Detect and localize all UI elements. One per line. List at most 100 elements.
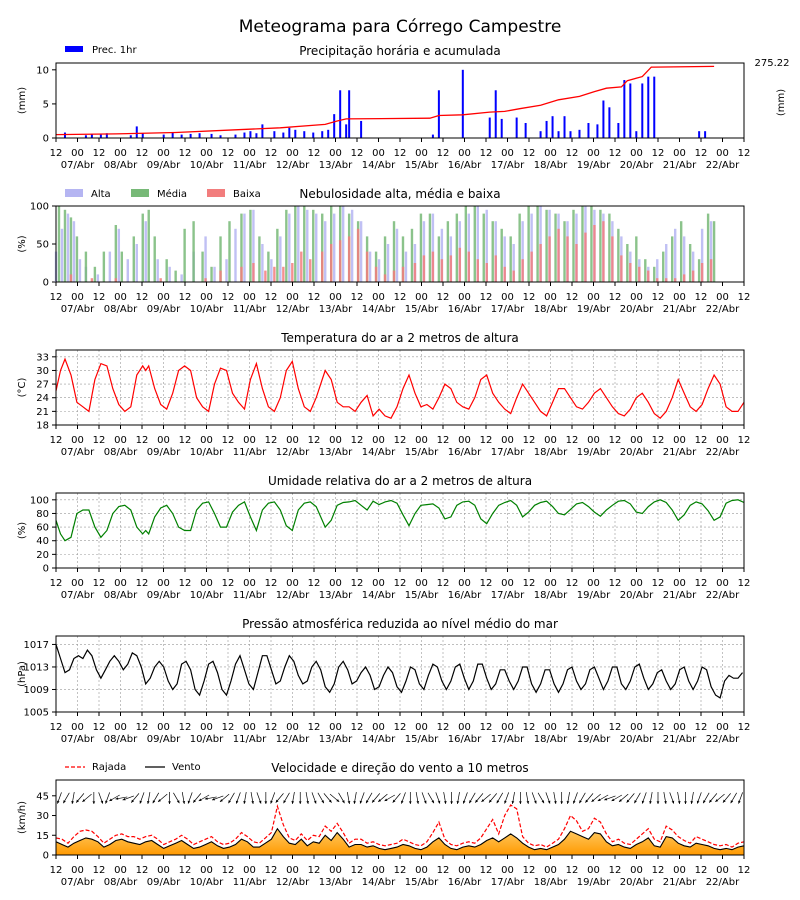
xtick-hour-label: 00 [415, 865, 428, 876]
ytick-label: 33 [36, 352, 49, 363]
wind-arrow-head [152, 800, 156, 804]
xtick-hour-label: 00 [372, 148, 385, 159]
xtick-date-label: 14/Abr [362, 590, 396, 601]
precip-bar [162, 134, 165, 138]
xtick-hour-label: 12 [179, 292, 192, 303]
cloud-bar-mid [84, 251, 88, 282]
xtick-hour-label: 12 [308, 865, 321, 876]
xtick-hour-label: 12 [566, 578, 579, 589]
xtick-date-label: 22/Abr [706, 590, 740, 601]
cloud-bar-high [225, 259, 228, 282]
cloud-bar-low [356, 228, 360, 282]
cloud-bar-high [72, 221, 76, 282]
wind-arrow-head [366, 800, 369, 804]
wind-arrow-head [359, 800, 363, 804]
cloud-bar-high [395, 228, 399, 282]
wind-arrow-head [235, 800, 239, 804]
xtick-hour-label: 00 [673, 578, 686, 589]
xtick-date-label: 21/Abr [663, 160, 697, 171]
cloud-bar-high [288, 213, 291, 282]
precip-bar [488, 117, 491, 138]
xtick-hour-label: 00 [501, 435, 514, 446]
wind-arrow-head [76, 799, 79, 803]
precip-bar [653, 76, 656, 138]
cloud-bar-high [386, 244, 390, 282]
wind-arrow-head [566, 801, 570, 804]
xtick-hour-label: 00 [544, 578, 557, 589]
precip-bar [647, 76, 650, 138]
ytick-label: 40 [36, 536, 49, 547]
precip-bar [333, 114, 336, 138]
wind-arrow-head [57, 800, 60, 804]
panel-title-pressure: Pressão atmosférica reduzida ao nível mé… [242, 617, 558, 631]
panel-title-precip: Precipitação horária e acumulada [299, 44, 501, 58]
xtick-hour-label: 12 [437, 578, 450, 589]
xtick-date-label: 08/Abr [104, 877, 138, 888]
cloud-bar-high [78, 259, 82, 282]
xtick-hour-label: 12 [222, 148, 235, 159]
cloud-bar-high [368, 251, 372, 282]
cloud-bar-high [503, 236, 506, 282]
cloud-bar-mid [321, 213, 324, 282]
xtick-date-label: 12/Abr [276, 447, 310, 458]
precip-bar [461, 69, 464, 138]
precip-bar [90, 133, 93, 138]
wind-arrow-head [182, 801, 186, 804]
xtick-hour-label: 00 [286, 292, 299, 303]
xtick-hour-label: 12 [738, 722, 751, 733]
cloud-bar-low [638, 266, 641, 282]
xtick-hour-label: 00 [673, 435, 686, 446]
xtick-hour-label: 12 [609, 292, 622, 303]
cloud-bar-high [135, 244, 138, 282]
ytick-label: 1009 [24, 685, 49, 696]
cloud-bar-low [548, 236, 551, 282]
ytick-label: 30 [36, 811, 49, 822]
xtick-hour-label: 00 [329, 722, 342, 733]
cloud-bar-mid [201, 251, 204, 282]
xtick-date-label: 17/Abr [491, 447, 525, 458]
xtick-hour-label: 00 [673, 865, 686, 876]
cloud-bar-low [300, 251, 303, 282]
gust-line [55, 804, 745, 848]
precip-bar [578, 129, 581, 138]
xtick-hour-label: 00 [458, 148, 471, 159]
cloud-bar-low [383, 274, 387, 282]
cloud-bar-mid [165, 259, 168, 282]
cloud-bar-low [431, 251, 435, 282]
wind-arrow-head [604, 797, 608, 801]
wind-arrow-head [690, 801, 694, 804]
cloud-bar-mid [482, 213, 485, 282]
xtick-hour-label: 00 [587, 292, 600, 303]
xtick-hour-label: 12 [523, 865, 536, 876]
wind-arrow-head [611, 798, 615, 801]
ytick-label: 45 [36, 791, 49, 802]
wind-arrow-head [353, 801, 357, 804]
wind-arrow-head [547, 800, 551, 804]
xtick-date-label: 13/Abr [319, 590, 353, 601]
xtick-date-label: 19/Abr [577, 734, 611, 745]
precip-bar [135, 126, 138, 138]
cloud-bar-mid [120, 251, 124, 282]
ytick-label: 1013 [24, 662, 49, 673]
cloud-bar-mid [428, 213, 432, 282]
cloud-bar-low [321, 251, 324, 282]
xtick-date-label: 22/Abr [706, 447, 740, 458]
xtick-date-label: 09/Abr [147, 304, 181, 315]
cloud-bar-mid [590, 206, 593, 282]
xtick-date-label: 08/Abr [104, 447, 138, 458]
wind-arrow-head [573, 800, 576, 804]
cloud-bar-low [629, 263, 632, 282]
wind-arrow-head [105, 800, 108, 804]
panel-wind: Velocidade e direção do vento a 10 metro… [17, 761, 750, 888]
xtick-hour-label: 12 [652, 722, 665, 733]
xtick-date-label: 08/Abr [104, 160, 138, 171]
xtick-hour-label: 00 [243, 148, 256, 159]
xtick-hour-label: 00 [200, 865, 213, 876]
wind-arrow-head [431, 800, 434, 804]
cloud-bar-mid [563, 221, 566, 282]
xtick-hour-label: 00 [415, 148, 428, 159]
xtick-date-label: 07/Abr [61, 877, 95, 888]
xtick-hour-label: 12 [136, 148, 149, 159]
wind-arrow-head [146, 801, 150, 804]
